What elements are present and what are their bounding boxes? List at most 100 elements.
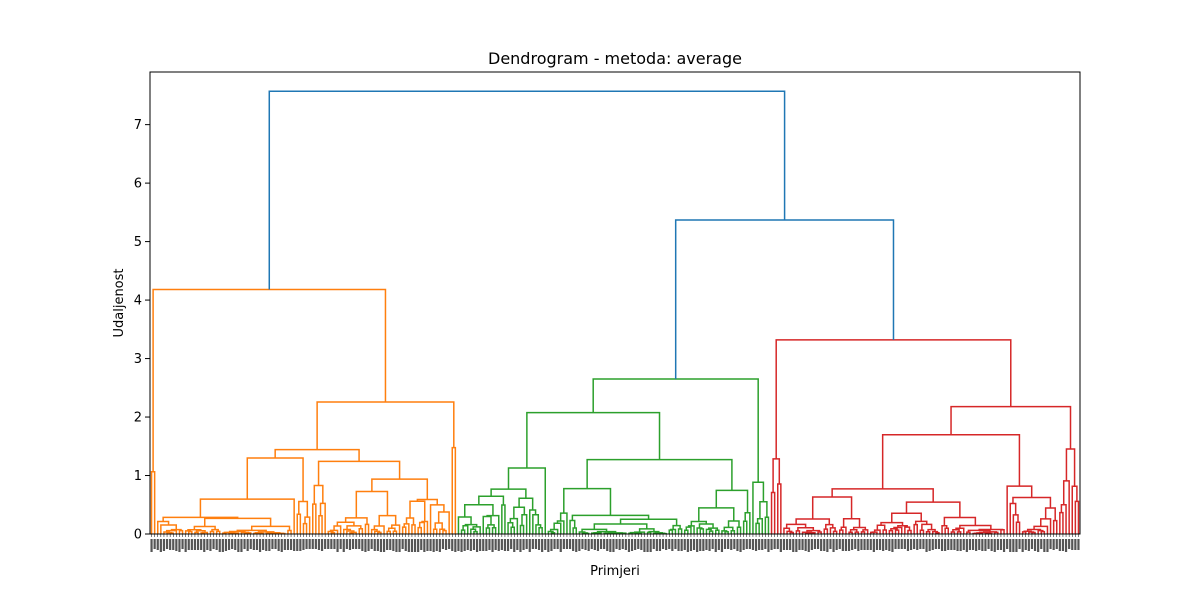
x-tick-label-213: [811, 539, 813, 550]
dendrogram-link-295: [951, 407, 1070, 449]
dendrogram-link-116: [520, 525, 523, 534]
x-tick-label-167: [668, 539, 670, 549]
dendrogram-link-118: [514, 507, 524, 518]
x-tick-label-255: [941, 539, 943, 551]
x-tick-label-151: [619, 539, 621, 550]
y-tick-label-6: 6: [134, 177, 142, 192]
x-tick-label-135: [569, 539, 571, 549]
dendrogram-link-119: [539, 528, 542, 534]
x-tick-label-81: [402, 539, 404, 549]
dendrogram-link-251: [942, 526, 947, 534]
x-tick-label-45: [290, 539, 292, 550]
x-tick-label-295: [1065, 539, 1067, 552]
x-tick-label-234: [876, 539, 878, 550]
x-tick-label-84: [411, 539, 413, 552]
dendrogram-link-123: [519, 498, 533, 510]
dendrogram-link-40: [288, 530, 291, 534]
x-tick-label-176: [696, 539, 698, 552]
x-tick-label-179: [705, 539, 707, 550]
x-tick-label-187: [730, 539, 732, 550]
x-tick-label-163: [656, 539, 658, 551]
x-tick-label-52: [312, 539, 314, 549]
dendrogram-link-226: [844, 519, 860, 528]
dendrogram-link-62: [359, 529, 362, 534]
x-tick-label-220: [832, 539, 834, 552]
dendrogram-link-241: [914, 525, 917, 534]
dendrogram-link-218: [840, 530, 843, 534]
x-tick-label-119: [519, 539, 521, 552]
x-tick-label-164: [659, 539, 661, 551]
x-tick-label-77: [389, 539, 391, 550]
dendrogram-link-91: [417, 499, 437, 504]
dendrogram-link-86: [443, 531, 446, 534]
x-tick-label-131: [557, 539, 559, 549]
x-tick-label-125: [538, 539, 540, 550]
x-tick-label-71: [371, 539, 373, 549]
x-tick-label-40: [274, 539, 276, 549]
x-tick-label-124: [535, 539, 537, 549]
dendrogram-link-120: [536, 525, 541, 534]
plot-frame: [150, 72, 1080, 534]
x-tick-label-117: [513, 539, 515, 552]
dendrogram-link-273: [1013, 515, 1018, 534]
dendrogram-link-95: [452, 448, 455, 534]
dendrogram-link-0: [152, 472, 155, 534]
x-tick-label-16: [200, 539, 202, 550]
x-tick-label-63: [346, 539, 348, 549]
x-tick-label-44: [287, 539, 289, 550]
x-tick-label-294: [1062, 539, 1064, 551]
x-tick-label-242: [901, 539, 903, 549]
dendrogram-link-189: [716, 490, 747, 512]
x-tick-label-227: [854, 539, 856, 549]
x-tick-label-229: [860, 539, 862, 550]
x-tick-label-266: [975, 539, 977, 551]
x-tick-label-155: [631, 539, 633, 551]
x-tick-label-133: [563, 539, 565, 549]
x-tick-label-180: [708, 539, 710, 551]
y-axis-label: Udaljenost: [112, 268, 127, 337]
x-tick-label-129: [550, 539, 552, 551]
x-tick-label-230: [863, 539, 865, 550]
dendrogram-link-199: [778, 484, 781, 534]
x-tick-label-110: [491, 539, 493, 552]
dendrogram-link-45: [297, 514, 300, 534]
x-tick-label-122: [529, 539, 531, 552]
x-tick-label-140: [584, 539, 586, 550]
dendrogram-link-298: [269, 91, 784, 289]
dendrogram-link-105: [486, 528, 489, 534]
x-tick-label-228: [857, 539, 859, 551]
x-tick-label-289: [1046, 539, 1048, 552]
y-tick-label-5: 5: [134, 235, 142, 250]
x-tick-label-292: [1056, 539, 1058, 549]
x-tick-label-23: [222, 539, 224, 552]
x-tick-label-188: [733, 539, 735, 549]
x-tick-label-90: [429, 539, 431, 551]
x-tick-label-267: [978, 539, 980, 550]
x-tick-label-62: [343, 539, 345, 552]
x-tick-label-13: [191, 539, 193, 550]
x-tick-label-32: [250, 539, 252, 549]
y-tick-label-7: 7: [134, 118, 142, 133]
x-tick-label-86: [417, 539, 419, 552]
x-tick-label-79: [395, 539, 397, 552]
x-tick-label-91: [433, 539, 435, 552]
dendrogram-link-85: [434, 529, 437, 534]
x-tick-label-103: [470, 539, 472, 551]
x-tick-label-243: [904, 539, 906, 549]
x-tick-label-27: [234, 539, 236, 550]
dendrogram-link-5: [179, 531, 182, 534]
x-tick-label-115: [507, 539, 509, 551]
x-tick-label-102: [467, 539, 469, 550]
x-tick-label-254: [938, 539, 940, 549]
x-tick-label-261: [960, 539, 962, 551]
dendrogram-link-198: [772, 493, 775, 534]
x-tick-label-185: [724, 539, 726, 549]
x-tick-label-39: [271, 539, 273, 549]
dendrogram-link-117: [522, 515, 527, 534]
dendrogram-link-264: [984, 532, 997, 533]
x-tick-label-192: [746, 539, 748, 549]
x-tick-label-113: [501, 539, 503, 550]
chart-title: Dendrogram - metoda: average: [488, 49, 742, 68]
x-tick-label-88: [423, 539, 425, 552]
x-tick-label-258: [950, 539, 952, 550]
